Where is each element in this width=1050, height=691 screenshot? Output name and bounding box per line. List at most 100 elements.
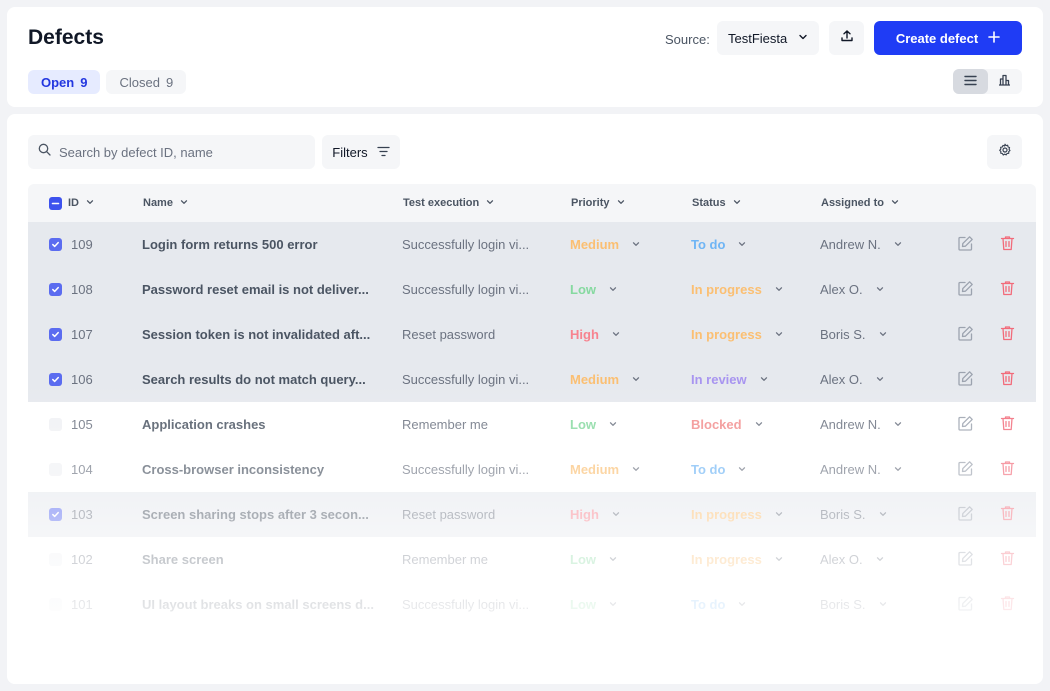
priority-select[interactable]: Low <box>570 537 618 582</box>
assignee-select[interactable]: Boris S. <box>820 312 888 357</box>
row-checkbox[interactable] <box>49 283 62 296</box>
status-select[interactable]: In progress <box>691 267 784 312</box>
defect-name[interactable]: Screen sharing stops after 3 secon... <box>142 507 369 522</box>
row-checkbox[interactable] <box>49 328 62 341</box>
defect-name[interactable]: Application crashes <box>142 417 266 432</box>
test-execution[interactable]: Successfully login vi... <box>402 597 530 612</box>
trash-icon[interactable] <box>1000 460 1015 479</box>
create-defect-button[interactable]: Create defect <box>874 21 1022 55</box>
status-select[interactable]: To do <box>691 582 747 627</box>
row-checkbox[interactable] <box>49 238 62 251</box>
table-row[interactable]: 108 Password reset email is not deliver..… <box>28 267 1036 312</box>
trash-icon[interactable] <box>1000 280 1015 299</box>
assignee-select[interactable]: Boris S. <box>820 582 888 627</box>
trash-icon[interactable] <box>1000 415 1015 434</box>
table-row[interactable]: 101 UI layout breaks on small screens d..… <box>28 582 1036 627</box>
edit-icon[interactable] <box>957 460 974 480</box>
priority-select[interactable]: Low <box>570 402 618 447</box>
trash-icon[interactable] <box>1000 235 1015 254</box>
row-checkbox[interactable] <box>49 553 62 566</box>
assignee-select[interactable]: Andrew N. <box>820 447 903 492</box>
assignee-select[interactable]: Andrew N. <box>820 222 903 267</box>
edit-icon[interactable] <box>957 415 974 435</box>
priority-select[interactable]: Medium <box>570 222 641 267</box>
column-status[interactable]: Status <box>692 184 742 222</box>
test-execution[interactable]: Remember me <box>402 417 488 432</box>
assignee-value: Boris S. <box>820 507 866 522</box>
status-select[interactable]: To do <box>691 222 747 267</box>
row-checkbox[interactable] <box>49 508 62 521</box>
table-row[interactable]: 102 Share screen Remember me Low In progress… <box>28 537 1036 582</box>
select-all-checkbox[interactable] <box>49 196 62 210</box>
assignee-select[interactable]: Alex O. <box>820 267 885 312</box>
tab-open[interactable]: Open 9 <box>28 70 101 94</box>
defect-name[interactable]: Cross-browser inconsistency <box>142 462 325 477</box>
edit-icon[interactable] <box>957 235 974 255</box>
table-row[interactable]: 103 Screen sharing stops after 3 secon...… <box>28 492 1036 537</box>
row-checkbox[interactable] <box>49 373 62 386</box>
column-assigned-to[interactable]: Assigned to <box>821 184 900 222</box>
row-checkbox[interactable] <box>49 418 62 431</box>
search-input[interactable] <box>59 144 299 160</box>
assignee-select[interactable]: Andrew N. <box>820 402 903 447</box>
column-id[interactable]: ID <box>49 184 95 222</box>
edit-icon[interactable] <box>957 325 974 345</box>
test-execution[interactable]: Successfully login vi... <box>402 237 530 252</box>
test-execution[interactable]: Successfully login vi... <box>402 372 530 387</box>
table-row[interactable]: 106 Search results do not match query... S… <box>28 357 1036 402</box>
trash-icon[interactable] <box>1000 325 1015 344</box>
status-select[interactable]: In review <box>691 357 769 402</box>
table-row[interactable]: 104 Cross-browser inconsistency Successful… <box>28 447 1036 492</box>
assignee-select[interactable]: Boris S. <box>820 492 888 537</box>
edit-icon[interactable] <box>957 505 974 525</box>
assignee-select[interactable]: Alex O. <box>820 537 885 582</box>
priority-select[interactable]: Low <box>570 582 618 627</box>
defect-name[interactable]: Login form returns 500 error <box>142 237 318 252</box>
defect-name[interactable]: UI layout breaks on small screens d... <box>142 597 374 612</box>
test-execution[interactable]: Reset password <box>402 327 496 342</box>
status-select[interactable]: In progress <box>691 492 784 537</box>
assignee-select[interactable]: Alex O. <box>820 357 885 402</box>
row-checkbox[interactable] <box>49 598 62 611</box>
status-select[interactable]: In progress <box>691 537 784 582</box>
source-select[interactable]: TestFiesta <box>717 21 819 55</box>
status-select[interactable]: Blocked <box>691 402 764 447</box>
trash-icon[interactable] <box>1000 505 1015 524</box>
export-button[interactable] <box>829 21 864 55</box>
trash-icon[interactable] <box>1000 595 1015 614</box>
defect-name[interactable]: Share screen <box>142 552 224 567</box>
chevron-down-icon <box>737 237 747 252</box>
test-execution[interactable]: Remember me <box>402 552 488 567</box>
row-checkbox[interactable] <box>49 463 62 476</box>
table-row[interactable]: 107 Session token is not invalidated aft.… <box>28 312 1036 357</box>
test-execution[interactable]: Successfully login vi... <box>402 462 530 477</box>
list-view-button[interactable] <box>953 69 988 94</box>
column-test-execution[interactable]: Test execution <box>403 184 495 222</box>
chart-view-button[interactable] <box>988 69 1023 94</box>
status-select[interactable]: In progress <box>691 312 784 357</box>
trash-icon[interactable] <box>1000 370 1015 389</box>
tab-closed[interactable]: Closed 9 <box>106 70 187 94</box>
status-select[interactable]: To do <box>691 447 747 492</box>
defect-name[interactable]: Session token is not invalidated aft... <box>142 327 371 342</box>
table-row[interactable]: 105 Application crashes Remember me Low Bloc… <box>28 402 1036 447</box>
column-priority[interactable]: Priority <box>571 184 626 222</box>
edit-icon[interactable] <box>957 280 974 300</box>
priority-select[interactable]: High <box>570 492 621 537</box>
filters-button[interactable]: Filters <box>322 135 400 169</box>
edit-icon[interactable] <box>957 595 974 615</box>
edit-icon[interactable] <box>957 370 974 390</box>
test-execution[interactable]: Reset password <box>402 507 496 522</box>
test-execution[interactable]: Successfully login vi... <box>402 282 530 297</box>
priority-select[interactable]: Medium <box>570 357 641 402</box>
priority-select[interactable]: Medium <box>570 447 641 492</box>
defect-name[interactable]: Search results do not match query... <box>142 372 366 387</box>
table-row[interactable]: 109 Login form returns 500 error Successfu… <box>28 222 1036 267</box>
table-settings-button[interactable] <box>987 135 1022 169</box>
column-name[interactable]: Name <box>143 184 189 222</box>
priority-select[interactable]: Low <box>570 267 618 312</box>
defect-name[interactable]: Password reset email is not deliver... <box>142 282 369 297</box>
priority-select[interactable]: High <box>570 312 621 357</box>
trash-icon[interactable] <box>1000 550 1015 569</box>
edit-icon[interactable] <box>957 550 974 570</box>
